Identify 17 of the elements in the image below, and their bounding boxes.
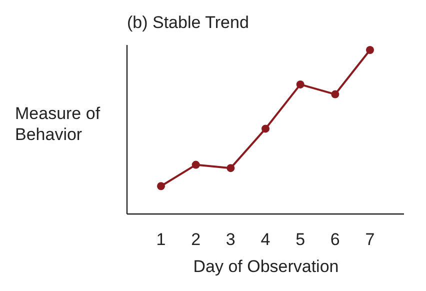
x-tick-label: 1	[156, 230, 166, 249]
x-tick-label: 6	[330, 230, 340, 249]
point	[157, 182, 165, 190]
point	[366, 46, 374, 54]
x-tick-label: 7	[365, 230, 375, 249]
x-axis-title: Day of Observation	[193, 257, 339, 276]
point	[226, 164, 235, 172]
point	[296, 80, 304, 88]
x-tick-label: 2	[191, 230, 201, 249]
chart-title: (b) Stable Trend	[127, 13, 249, 32]
x-tick-label: 3	[226, 230, 236, 249]
y-axis-title: Measure of Behavior	[15, 104, 100, 144]
x-tick-label: 4	[260, 230, 270, 249]
point	[192, 160, 200, 169]
x-tick-label: 5	[296, 230, 306, 249]
point	[331, 90, 340, 98]
point	[262, 124, 270, 133]
